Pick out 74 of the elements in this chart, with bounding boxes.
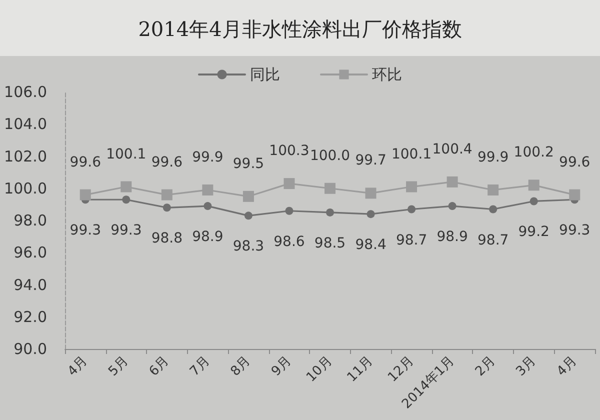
data-label: 100.2 — [514, 144, 554, 161]
x-tick-label: 12月 — [385, 354, 417, 386]
point — [448, 202, 456, 210]
data-label: 99.6 — [559, 154, 590, 170]
x-tick-label: 10月 — [304, 354, 336, 386]
point — [120, 181, 132, 192]
data-label: 100.1 — [106, 146, 146, 162]
point — [242, 190, 254, 202]
point — [202, 184, 214, 196]
y-tick-label: 96.0 — [14, 244, 47, 262]
y-tick-label: 90.0 — [14, 340, 47, 358]
point — [122, 196, 130, 204]
y-tick-label: 98.0 — [14, 212, 47, 230]
y-tick-label: 102.0 — [4, 147, 47, 166]
point — [326, 208, 334, 216]
data-label: 99.6 — [70, 154, 102, 170]
x-tick-label: 2月 — [472, 354, 498, 380]
x-tick-label: 7月 — [187, 354, 213, 380]
point — [244, 212, 252, 220]
legend-label: 同比 — [250, 66, 280, 84]
data-label: 99.6 — [151, 154, 183, 170]
data-label: 100.1 — [391, 146, 432, 162]
data-label: 98.9 — [436, 229, 468, 246]
point — [366, 210, 375, 218]
point — [365, 188, 376, 199]
point — [80, 189, 91, 200]
x-tick-label: 3月 — [514, 354, 540, 380]
x-tick-label: 5月 — [106, 354, 132, 380]
y-tick-label: 100.0 — [4, 179, 47, 198]
point — [446, 176, 458, 188]
data-label: 98.7 — [396, 232, 428, 248]
x-tick-label: 6月 — [146, 354, 172, 380]
y-tick-label: 94.0 — [14, 276, 47, 294]
point — [324, 182, 336, 194]
data-label: 99.3 — [559, 222, 590, 239]
point — [489, 205, 498, 214]
x-tick-label: 4月 — [554, 354, 580, 380]
data-label: 99.3 — [110, 222, 142, 239]
point — [569, 189, 580, 200]
data-label: 100.3 — [269, 143, 310, 160]
data-label: 100.4 — [432, 141, 472, 158]
point — [406, 181, 418, 192]
chart-title: 2014年4月非水性涂料出厂价格指数 — [138, 17, 462, 41]
data-label: 99.9 — [192, 149, 224, 166]
data-label: 99.5 — [232, 156, 264, 172]
point — [528, 180, 540, 191]
x-tick-label: 9月 — [268, 354, 295, 380]
point — [204, 202, 212, 210]
data-label: 99.3 — [70, 222, 101, 239]
y-tick-label: 106.0 — [4, 83, 47, 101]
point — [408, 205, 416, 214]
point — [285, 206, 294, 215]
legend-label: 环比 — [372, 66, 402, 84]
point — [488, 184, 499, 196]
point — [284, 178, 295, 190]
x-tick-label: 8月 — [228, 354, 254, 380]
data-label: 100.0 — [310, 148, 350, 164]
data-label: 98.3 — [232, 238, 264, 255]
data-label: 98.8 — [151, 230, 183, 247]
data-label: 98.7 — [477, 232, 509, 248]
point — [161, 189, 172, 200]
data-label: 98.9 — [192, 229, 224, 246]
point — [530, 197, 538, 206]
y-tick-label: 104.0 — [4, 115, 47, 134]
data-label: 98.6 — [274, 234, 305, 250]
data-label: 98.5 — [314, 235, 346, 252]
point — [162, 204, 171, 212]
y-tick-label: 92.0 — [14, 308, 47, 326]
data-label: 99.9 — [477, 149, 509, 166]
data-label: 99.7 — [355, 152, 386, 169]
x-tick-label: 11月 — [344, 354, 376, 386]
data-label: 99.2 — [518, 224, 550, 240]
data-label: 98.4 — [355, 237, 386, 254]
x-tick-label: 4月 — [65, 354, 91, 380]
